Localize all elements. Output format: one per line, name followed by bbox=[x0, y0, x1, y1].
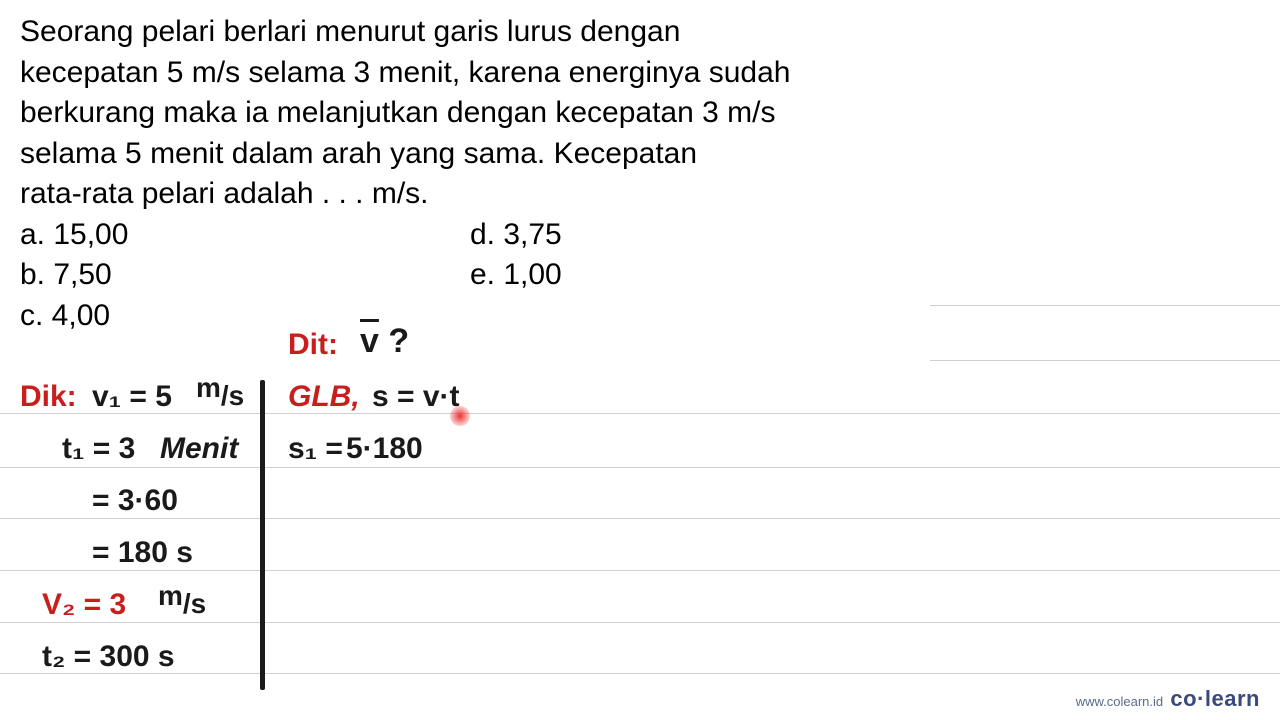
footer-url: www.colearn.id bbox=[1076, 694, 1163, 709]
ruled-line bbox=[0, 413, 1280, 414]
red-dot-icon bbox=[450, 406, 470, 426]
footer-brand: co·learn bbox=[1170, 686, 1260, 711]
hw-glb-label: GLB, bbox=[288, 380, 360, 414]
hw-glb-formula: s = v·t bbox=[372, 380, 460, 414]
hw-dik-v1-unit: m/s bbox=[196, 376, 244, 408]
hw-t1: t₁ = 3 bbox=[62, 432, 135, 466]
question-line-4: selama 5 menit dalam arah yang sama. Kec… bbox=[20, 134, 1260, 175]
hw-calc2: = 180 s bbox=[92, 536, 193, 570]
ruled-line bbox=[0, 467, 1280, 468]
hw-t1-unit: Menit bbox=[160, 432, 238, 466]
hw-v2-unit: m/s bbox=[158, 584, 206, 616]
ruled-line bbox=[930, 360, 1280, 361]
option-d: d. 3,75 bbox=[470, 215, 1260, 256]
hw-dit-value: v ? bbox=[360, 322, 409, 361]
divider-line bbox=[260, 380, 265, 690]
question-line-5: rata-rata pelari adalah . . . m/s. bbox=[20, 174, 1260, 215]
question-line-2: kecepatan 5 m/s selama 3 menit, karena e… bbox=[20, 53, 1260, 94]
hw-v2: V₂ = 3 bbox=[42, 588, 126, 622]
hw-t2: t₂ = 300 s bbox=[42, 640, 175, 674]
hw-dik-label: Dik: bbox=[20, 380, 77, 414]
hw-s1-value: 5·180 bbox=[346, 432, 423, 466]
question-line-1: Seorang pelari berlari menurut garis lur… bbox=[20, 12, 1260, 53]
lined-area bbox=[0, 295, 1280, 720]
hw-dit-label: Dit: bbox=[288, 328, 338, 362]
question-text: Seorang pelari berlari menurut garis lur… bbox=[0, 0, 1280, 215]
option-b: b. 7,50 bbox=[20, 255, 470, 296]
ruled-line bbox=[0, 570, 1280, 571]
ruled-line bbox=[0, 673, 1280, 674]
footer: www.colearn.id co·learn bbox=[1076, 686, 1260, 712]
hw-s1-label: s₁ = bbox=[288, 432, 343, 466]
ruled-line bbox=[930, 305, 1280, 306]
option-a: a. 15,00 bbox=[20, 215, 470, 256]
ruled-line bbox=[0, 518, 1280, 519]
question-line-3: berkurang maka ia melanjutkan dengan kec… bbox=[20, 93, 1260, 134]
hw-calc1: = 3·60 bbox=[92, 484, 178, 518]
hw-dik-v1: v₁ = 5 bbox=[92, 380, 172, 414]
ruled-line bbox=[0, 622, 1280, 623]
option-e: e. 1,00 bbox=[470, 255, 1260, 296]
